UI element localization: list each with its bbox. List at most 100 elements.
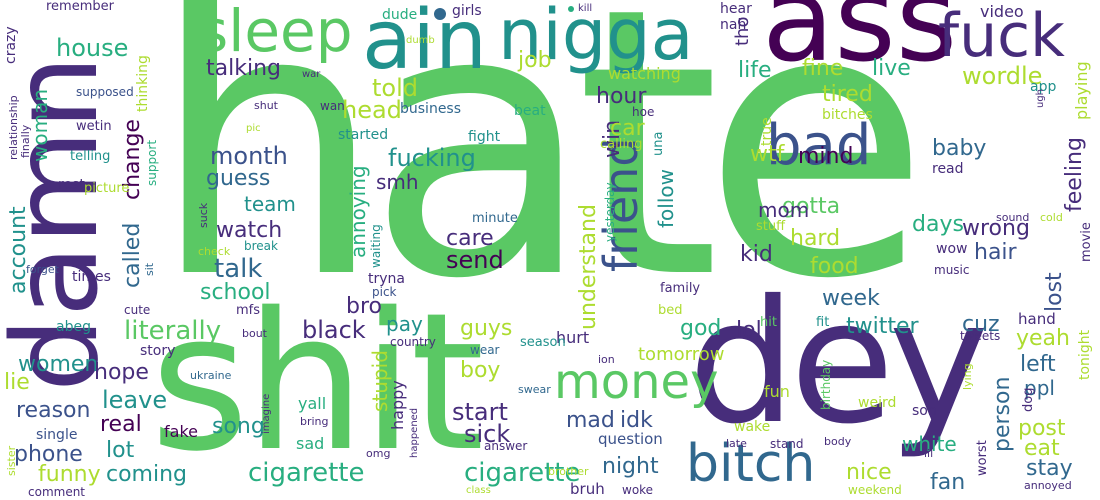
word-fun: fun bbox=[764, 382, 790, 401]
word-care: care bbox=[446, 226, 494, 251]
word-story: story bbox=[140, 343, 176, 359]
word-black: black bbox=[302, 316, 366, 344]
word-lost: lost bbox=[1042, 272, 1067, 312]
word-lot: lot bbox=[106, 438, 135, 463]
word-food: food bbox=[810, 254, 859, 279]
word-playing: playing bbox=[1072, 61, 1091, 120]
word-sick: sick bbox=[464, 420, 511, 448]
word-birthday: birthday bbox=[819, 359, 833, 410]
word-send: send bbox=[446, 246, 504, 274]
word-hurt: hurt bbox=[556, 328, 590, 347]
word-sleep: sleep bbox=[198, 0, 353, 65]
word-cute: cute bbox=[124, 303, 151, 317]
word-video: video bbox=[980, 2, 1024, 21]
word-smh: smh bbox=[376, 170, 419, 194]
word-telling: telling bbox=[70, 149, 111, 164]
word-hope: hope bbox=[94, 360, 149, 385]
word-break: break bbox=[244, 239, 278, 253]
word-cold: cold bbox=[1040, 211, 1063, 224]
word-sister: sister bbox=[5, 445, 18, 476]
word-mfs: mfs bbox=[236, 303, 261, 318]
word-team: team bbox=[244, 192, 296, 216]
word-cuz: cuz bbox=[962, 312, 1000, 337]
word-idk: idk bbox=[620, 408, 653, 433]
word-account: account bbox=[6, 206, 31, 294]
word-watch: watch bbox=[216, 218, 283, 243]
word-post: post bbox=[1018, 416, 1066, 441]
word-weird: weird bbox=[858, 395, 897, 411]
word-dude: dude bbox=[382, 7, 418, 23]
word-girls: girls bbox=[452, 3, 482, 19]
word-coming: coming bbox=[106, 462, 188, 487]
word-watching: watching bbox=[608, 64, 681, 83]
word-finally: finally bbox=[19, 124, 32, 158]
word-ion: ion bbox=[598, 353, 615, 366]
word-white: white bbox=[902, 432, 957, 456]
word-tomorrow: tomorrow bbox=[638, 344, 725, 365]
word-wetin: wetin bbox=[76, 119, 112, 134]
word-hear: hear bbox=[720, 1, 752, 17]
word-bitches: bitches bbox=[822, 107, 873, 123]
word-job: job bbox=[518, 48, 552, 73]
word-weekend: weekend bbox=[848, 483, 902, 497]
word-head: head bbox=[342, 96, 402, 124]
word-fine: fine bbox=[802, 56, 844, 81]
word-left: left bbox=[1020, 352, 1056, 377]
word-true: true bbox=[759, 117, 775, 146]
word-ukraine: ukraine bbox=[190, 369, 232, 382]
word-music: music bbox=[934, 263, 970, 277]
word-baby: baby bbox=[932, 136, 987, 161]
word-wordle: wordle bbox=[962, 62, 1043, 90]
word-bed: bed bbox=[658, 303, 683, 318]
word-fit: fit bbox=[816, 315, 830, 330]
word-literally: literally bbox=[124, 316, 222, 346]
word-omg: omg bbox=[366, 447, 391, 460]
word-worst: worst bbox=[975, 440, 990, 476]
word-hand: hand bbox=[1018, 310, 1056, 328]
word-ugh: ugh bbox=[1035, 88, 1046, 108]
word-told: told bbox=[372, 74, 418, 102]
word-nah: nah bbox=[720, 17, 747, 33]
word-life: life bbox=[738, 58, 772, 83]
word-talking: talking bbox=[206, 56, 281, 81]
word-war: war bbox=[302, 69, 321, 80]
word-forget: forget bbox=[26, 263, 59, 276]
word-month: month bbox=[210, 142, 288, 170]
word-bruh: bruh bbox=[570, 480, 605, 498]
word-movie: movie bbox=[1079, 222, 1094, 262]
word-comment: comment bbox=[28, 485, 86, 499]
word-fucking: fucking bbox=[388, 144, 476, 172]
word-pick: pick bbox=[372, 285, 397, 299]
word-remember: remember bbox=[46, 0, 114, 14]
word-reason: reason bbox=[16, 398, 91, 423]
word-single: single bbox=[36, 427, 78, 443]
word-hoe: hoe bbox=[632, 105, 655, 119]
word-follow: follow bbox=[654, 169, 678, 228]
word-imagine: imagine bbox=[261, 393, 272, 434]
word-answer: answer bbox=[484, 439, 528, 453]
word-real: real bbox=[100, 412, 142, 437]
word-mind: mind bbox=[798, 144, 854, 169]
word-understand: understand bbox=[576, 204, 601, 330]
word-gotta: gotta bbox=[782, 194, 841, 219]
word-house: house bbox=[56, 34, 129, 62]
word-body: body bbox=[824, 435, 852, 448]
word-pay: pay bbox=[386, 312, 423, 336]
word-sad: sad bbox=[296, 434, 325, 453]
word-hit: hit bbox=[760, 315, 777, 330]
dot-decoration-1 bbox=[434, 8, 446, 20]
word-lil: lil bbox=[924, 447, 934, 460]
word-cigarette-2: cigarette bbox=[464, 458, 581, 488]
word-tryna: tryna bbox=[368, 271, 405, 287]
word-woke: woke bbox=[622, 483, 654, 497]
word-started: started bbox=[338, 127, 389, 143]
word-app: app bbox=[1030, 79, 1057, 95]
word-wrong: wrong bbox=[962, 216, 1030, 241]
word-tweets: tweets bbox=[960, 329, 1001, 343]
word-women: women bbox=[18, 352, 99, 377]
word-wear: wear bbox=[470, 343, 500, 357]
word-beat: beat bbox=[514, 103, 546, 119]
word-minute: minute bbox=[472, 211, 518, 226]
word-called: called bbox=[120, 222, 145, 288]
